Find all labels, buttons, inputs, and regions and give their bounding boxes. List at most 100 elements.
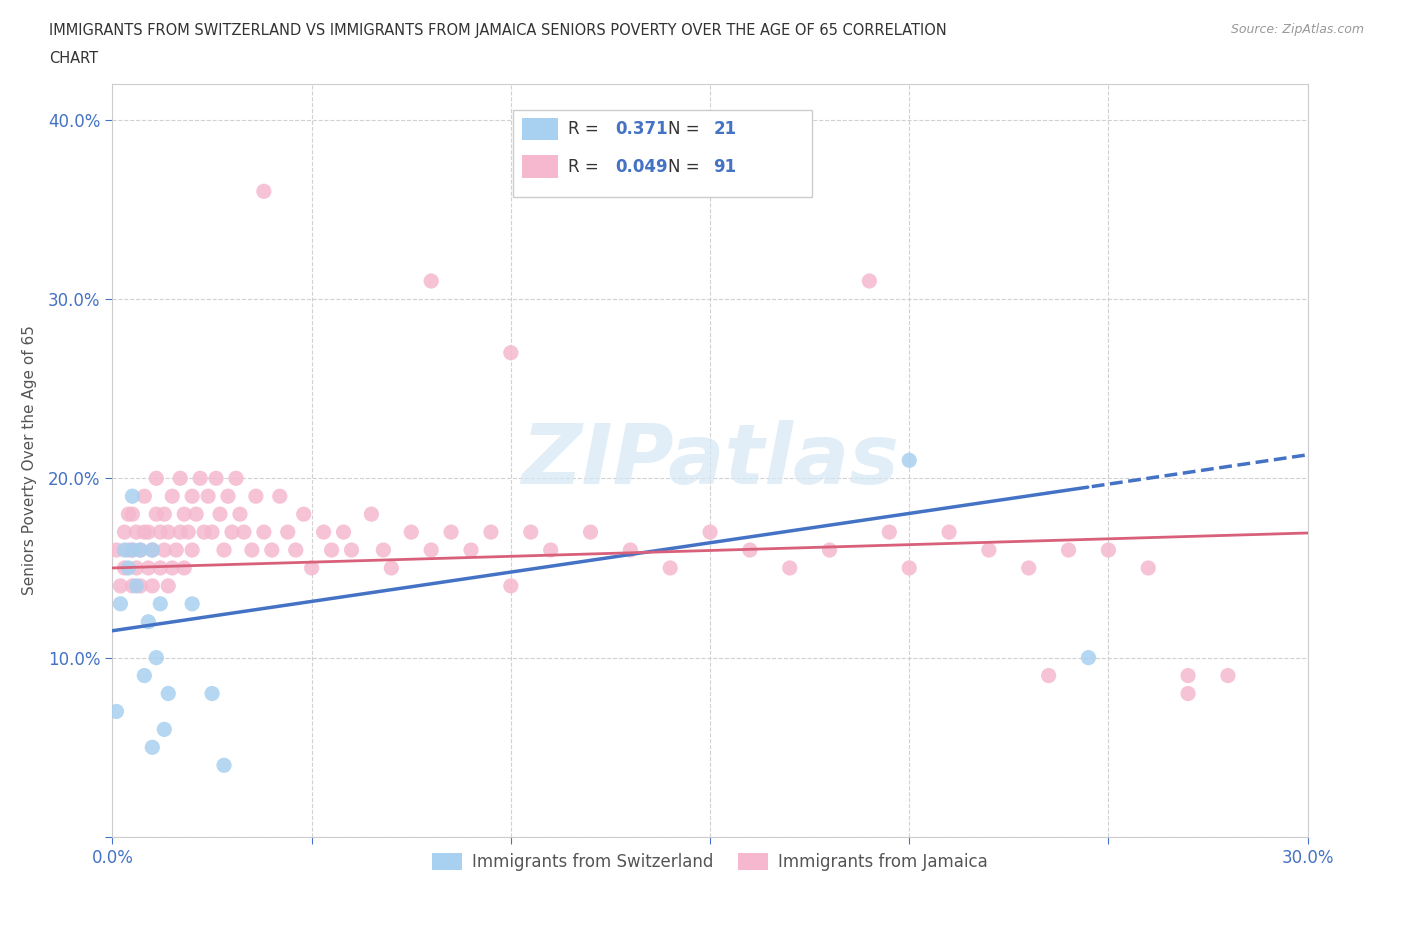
Point bbox=[125, 578, 148, 593]
Point bbox=[229, 507, 252, 522]
Text: Source: ZipAtlas.com: Source: ZipAtlas.com bbox=[1230, 23, 1364, 36]
Point bbox=[193, 525, 215, 539]
Text: IMMIGRANTS FROM SWITZERLAND VS IMMIGRANTS FROM JAMAICA SENIORS POVERTY OVER THE : IMMIGRANTS FROM SWITZERLAND VS IMMIGRANT… bbox=[49, 23, 948, 38]
Point bbox=[245, 489, 267, 504]
Point bbox=[105, 704, 128, 719]
Point bbox=[898, 561, 921, 576]
Point bbox=[110, 578, 132, 593]
Point bbox=[149, 596, 172, 611]
Point bbox=[157, 525, 180, 539]
Point bbox=[169, 471, 191, 485]
Point bbox=[284, 542, 307, 557]
Point bbox=[162, 489, 183, 504]
Point bbox=[145, 507, 167, 522]
Point bbox=[201, 686, 224, 701]
Point bbox=[181, 489, 204, 504]
Text: 0.371: 0.371 bbox=[616, 120, 668, 138]
Point bbox=[977, 542, 1000, 557]
Text: N =: N = bbox=[668, 157, 704, 176]
Text: 21: 21 bbox=[714, 120, 737, 138]
Point bbox=[938, 525, 960, 539]
Point bbox=[141, 542, 163, 557]
Point bbox=[233, 525, 256, 539]
Point bbox=[181, 596, 204, 611]
Point bbox=[240, 542, 263, 557]
FancyBboxPatch shape bbox=[513, 110, 811, 197]
Point bbox=[858, 273, 880, 288]
Text: 91: 91 bbox=[714, 157, 737, 176]
Point bbox=[260, 542, 283, 557]
Point bbox=[153, 542, 176, 557]
Point bbox=[253, 525, 276, 539]
Point bbox=[221, 525, 243, 539]
Point bbox=[149, 525, 172, 539]
Text: R =: R = bbox=[568, 157, 603, 176]
Text: N =: N = bbox=[668, 120, 704, 138]
Y-axis label: Seniors Poverty Over the Age of 65: Seniors Poverty Over the Age of 65 bbox=[22, 326, 37, 595]
Point bbox=[205, 471, 228, 485]
Point bbox=[1018, 561, 1040, 576]
Point bbox=[321, 542, 343, 557]
Point bbox=[197, 489, 219, 504]
Point bbox=[1038, 668, 1060, 683]
Point bbox=[217, 489, 239, 504]
Point bbox=[134, 489, 156, 504]
Point bbox=[145, 650, 167, 665]
Point bbox=[105, 542, 128, 557]
Point bbox=[157, 686, 180, 701]
Point bbox=[440, 525, 463, 539]
Point bbox=[134, 668, 156, 683]
Point bbox=[460, 542, 482, 557]
Point bbox=[301, 561, 323, 576]
Text: CHART: CHART bbox=[49, 51, 98, 66]
Text: R =: R = bbox=[568, 120, 603, 138]
Point bbox=[499, 345, 522, 360]
Text: ZIPatlas: ZIPatlas bbox=[522, 419, 898, 501]
Point bbox=[141, 740, 163, 755]
Point bbox=[125, 525, 148, 539]
Point bbox=[201, 525, 224, 539]
Point bbox=[738, 542, 761, 557]
Point bbox=[117, 561, 139, 576]
Point bbox=[114, 525, 135, 539]
Point bbox=[110, 596, 132, 611]
Point bbox=[1057, 542, 1080, 557]
Point bbox=[292, 507, 315, 522]
Point bbox=[1177, 668, 1199, 683]
Point bbox=[818, 542, 841, 557]
Point bbox=[269, 489, 291, 504]
Point bbox=[162, 561, 183, 576]
Point bbox=[401, 525, 423, 539]
Text: 0.049: 0.049 bbox=[616, 157, 668, 176]
Point bbox=[153, 507, 176, 522]
Point bbox=[114, 561, 135, 576]
Point bbox=[898, 453, 921, 468]
Point bbox=[149, 561, 172, 576]
Point bbox=[138, 525, 160, 539]
Point bbox=[779, 561, 801, 576]
Point bbox=[188, 471, 211, 485]
Point bbox=[373, 542, 395, 557]
Point bbox=[1137, 561, 1160, 576]
Point bbox=[312, 525, 335, 539]
Point bbox=[138, 561, 160, 576]
Point bbox=[129, 578, 152, 593]
Point bbox=[420, 542, 443, 557]
Point bbox=[520, 525, 543, 539]
Point bbox=[177, 525, 200, 539]
Point bbox=[619, 542, 641, 557]
Point bbox=[879, 525, 901, 539]
Point bbox=[212, 542, 235, 557]
Point bbox=[129, 542, 152, 557]
Point bbox=[157, 578, 180, 593]
Point bbox=[1216, 668, 1239, 683]
Point bbox=[129, 542, 152, 557]
Point bbox=[225, 471, 247, 485]
Point bbox=[141, 578, 163, 593]
Point bbox=[117, 542, 139, 557]
Point bbox=[117, 507, 139, 522]
Point bbox=[579, 525, 602, 539]
Point bbox=[332, 525, 354, 539]
Point bbox=[145, 471, 167, 485]
Point bbox=[420, 273, 443, 288]
